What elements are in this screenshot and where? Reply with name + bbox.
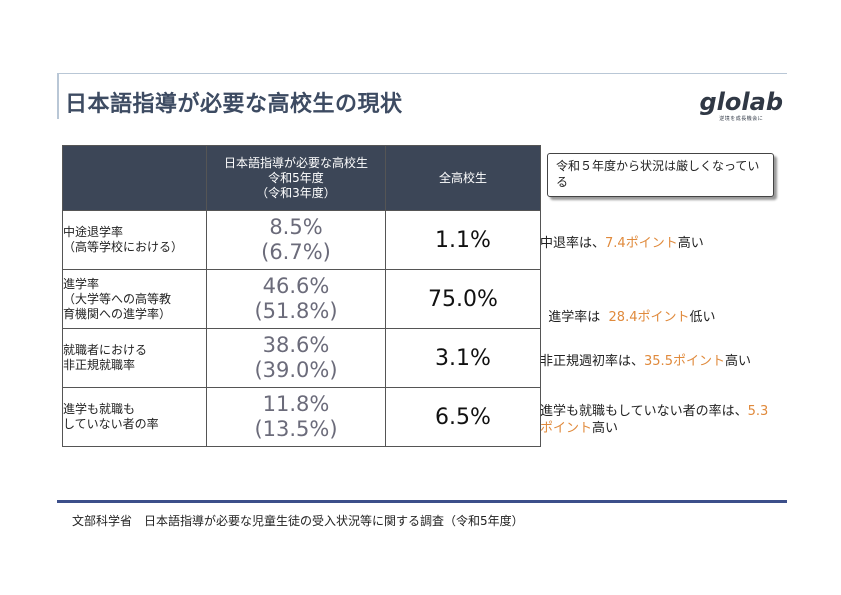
value-previous: (6.7%) [261, 240, 331, 264]
comment-text: 高い [592, 421, 619, 436]
header-target-students: 日本語指導が必要な高校生 令和5年度 （令和3年度） [206, 145, 386, 211]
table-header-row: 日本語指導が必要な高校生 令和5年度 （令和3年度） 全高校生 [62, 145, 541, 211]
value-current: 46.6% [262, 274, 330, 298]
comparison-table: 日本語指導が必要な高校生 令和5年度 （令和3年度） 全高校生 中途退学率 （高… [62, 145, 541, 447]
row-label-irregular-employment: 就職者における 非正規就職率 [62, 328, 207, 388]
row-label-dropout: 中途退学率 （高等学校における） [62, 210, 207, 270]
callout-note: 令和５年度から状況は厳しくなっている [547, 153, 774, 197]
value-all-dropout: 1.1% [385, 210, 541, 270]
row-label-line: （高等学校における） [63, 240, 184, 254]
table-row: 進学も就職も していない者の率 11.8% (13.5%) 6.5% [62, 387, 541, 447]
comment-highlight: 35.5ポイント [644, 354, 725, 369]
comment-text: 非正規週初率は、 [540, 354, 645, 369]
comment-text: 進学率は [548, 310, 609, 325]
row-label-line: 育機関への進学率） [63, 306, 172, 321]
comment-highlight: 5.3ポイント [540, 404, 769, 436]
comment-highlight: 28.4ポイント [608, 310, 690, 325]
row-label-line: 進学も就職も [63, 402, 136, 416]
value-target-neither: 11.8% (13.5%) [206, 387, 386, 447]
title-underline [57, 73, 787, 74]
logo: glolab 逆境を成長機会に [700, 90, 784, 122]
comment-irregular-employment: 非正規週初率は、35.5ポイント高い [540, 353, 751, 370]
row-label-line: 就職者における [63, 343, 148, 357]
row-label-neither: 進学も就職も していない者の率 [62, 387, 207, 447]
value-current: 8.5% [269, 215, 323, 239]
row-label-line: 進学率 [63, 276, 100, 291]
value-current: 38.6% [262, 333, 330, 357]
source-footer: 文部科学省 日本語指導が必要な児童生徒の受入状況等に関する調査（令和5年度） [72, 514, 524, 528]
header-all-students: 全高校生 [385, 145, 541, 211]
comment-text: 高い [724, 354, 751, 369]
row-label-advancement: 進学率 （大学等への高等教 育機関への進学率） [62, 269, 207, 329]
comment-text: 進学も就職もしていない者の率は、 [540, 404, 748, 419]
value-all-advancement: 75.0% [385, 269, 541, 329]
comment-text: 中退率は、 [540, 236, 606, 251]
comment-text: 低い [689, 310, 716, 325]
header-target-line3: （令和3年度） [256, 185, 336, 200]
logo-tagline: 逆境を成長機会に [719, 116, 764, 122]
comment-advancement: 進学率は 28.4ポイント低い [540, 292, 716, 326]
table-row: 進学率 （大学等への高等教 育機関への進学率） 46.6% (51.8%) 75… [62, 269, 541, 329]
row-label-line: していない者の率 [63, 417, 159, 431]
logo-name: glolab [699, 88, 784, 116]
footer-divider [57, 500, 787, 503]
header-target-line2: 令和5年度 [268, 170, 324, 185]
value-all-irregular-employment: 3.1% [385, 328, 541, 388]
value-previous: (13.5%) [254, 417, 338, 441]
header-target-line1: 日本語指導が必要な高校生 [223, 155, 368, 170]
value-current: 11.8% [262, 392, 330, 416]
comment-dropout: 中退率は、7.4ポイント高い [540, 235, 704, 252]
value-previous: (39.0%) [254, 358, 338, 382]
value-target-irregular-employment: 38.6% (39.0%) [206, 328, 386, 388]
row-label-line: （大学等への高等教 [63, 291, 172, 306]
value-previous: (51.8%) [254, 299, 338, 323]
row-label-line: 非正規就職率 [63, 358, 136, 372]
title-marker [57, 73, 59, 119]
value-all-neither: 6.5% [385, 387, 541, 447]
comment-text: 高い [677, 236, 704, 251]
table-row: 就職者における 非正規就職率 38.6% (39.0%) 3.1% [62, 328, 541, 388]
comment-neither: 進学も就職もしていない者の率は、5.3ポイント高い [540, 403, 780, 437]
comment-highlight: 7.4ポイント [605, 236, 678, 251]
table-row: 中途退学率 （高等学校における） 8.5% (6.7%) 1.1% [62, 210, 541, 270]
row-label-line: 中途退学率 [63, 225, 124, 239]
header-blank [62, 145, 207, 211]
value-target-dropout: 8.5% (6.7%) [206, 210, 386, 270]
value-target-advancement: 46.6% (51.8%) [206, 269, 386, 329]
page-title: 日本語指導が必要な高校生の現状 [65, 92, 403, 117]
